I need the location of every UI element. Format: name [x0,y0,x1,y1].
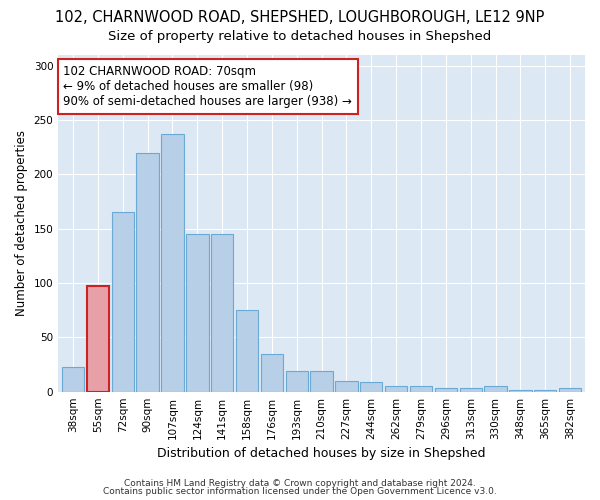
Text: Size of property relative to detached houses in Shepshed: Size of property relative to detached ho… [109,30,491,43]
Bar [87,286,109,392]
Bar [484,386,507,392]
X-axis label: Distribution of detached houses by size in Shepshed: Distribution of detached houses by size … [157,447,486,460]
Bar [186,234,209,392]
Text: Contains HM Land Registry data © Crown copyright and database right 2024.: Contains HM Land Registry data © Crown c… [124,478,476,488]
Bar [62,366,84,392]
Bar [509,390,532,392]
Y-axis label: Number of detached properties: Number of detached properties [15,130,28,316]
Bar [460,388,482,392]
Bar [236,310,258,392]
Bar [360,382,382,392]
Bar [434,388,457,392]
Bar [534,390,556,392]
Bar [136,152,159,392]
Bar [112,212,134,392]
Bar [385,386,407,392]
Bar [310,371,333,392]
Bar [559,388,581,392]
Text: 102 CHARNWOOD ROAD: 70sqm
← 9% of detached houses are smaller (98)
90% of semi-d: 102 CHARNWOOD ROAD: 70sqm ← 9% of detach… [64,65,352,108]
Bar [410,386,432,392]
Text: Contains public sector information licensed under the Open Government Licence v3: Contains public sector information licen… [103,487,497,496]
Bar [286,371,308,392]
Bar [335,381,358,392]
Bar [211,234,233,392]
Bar [161,134,184,392]
Bar [260,354,283,392]
Text: 102, CHARNWOOD ROAD, SHEPSHED, LOUGHBOROUGH, LE12 9NP: 102, CHARNWOOD ROAD, SHEPSHED, LOUGHBORO… [55,10,545,25]
